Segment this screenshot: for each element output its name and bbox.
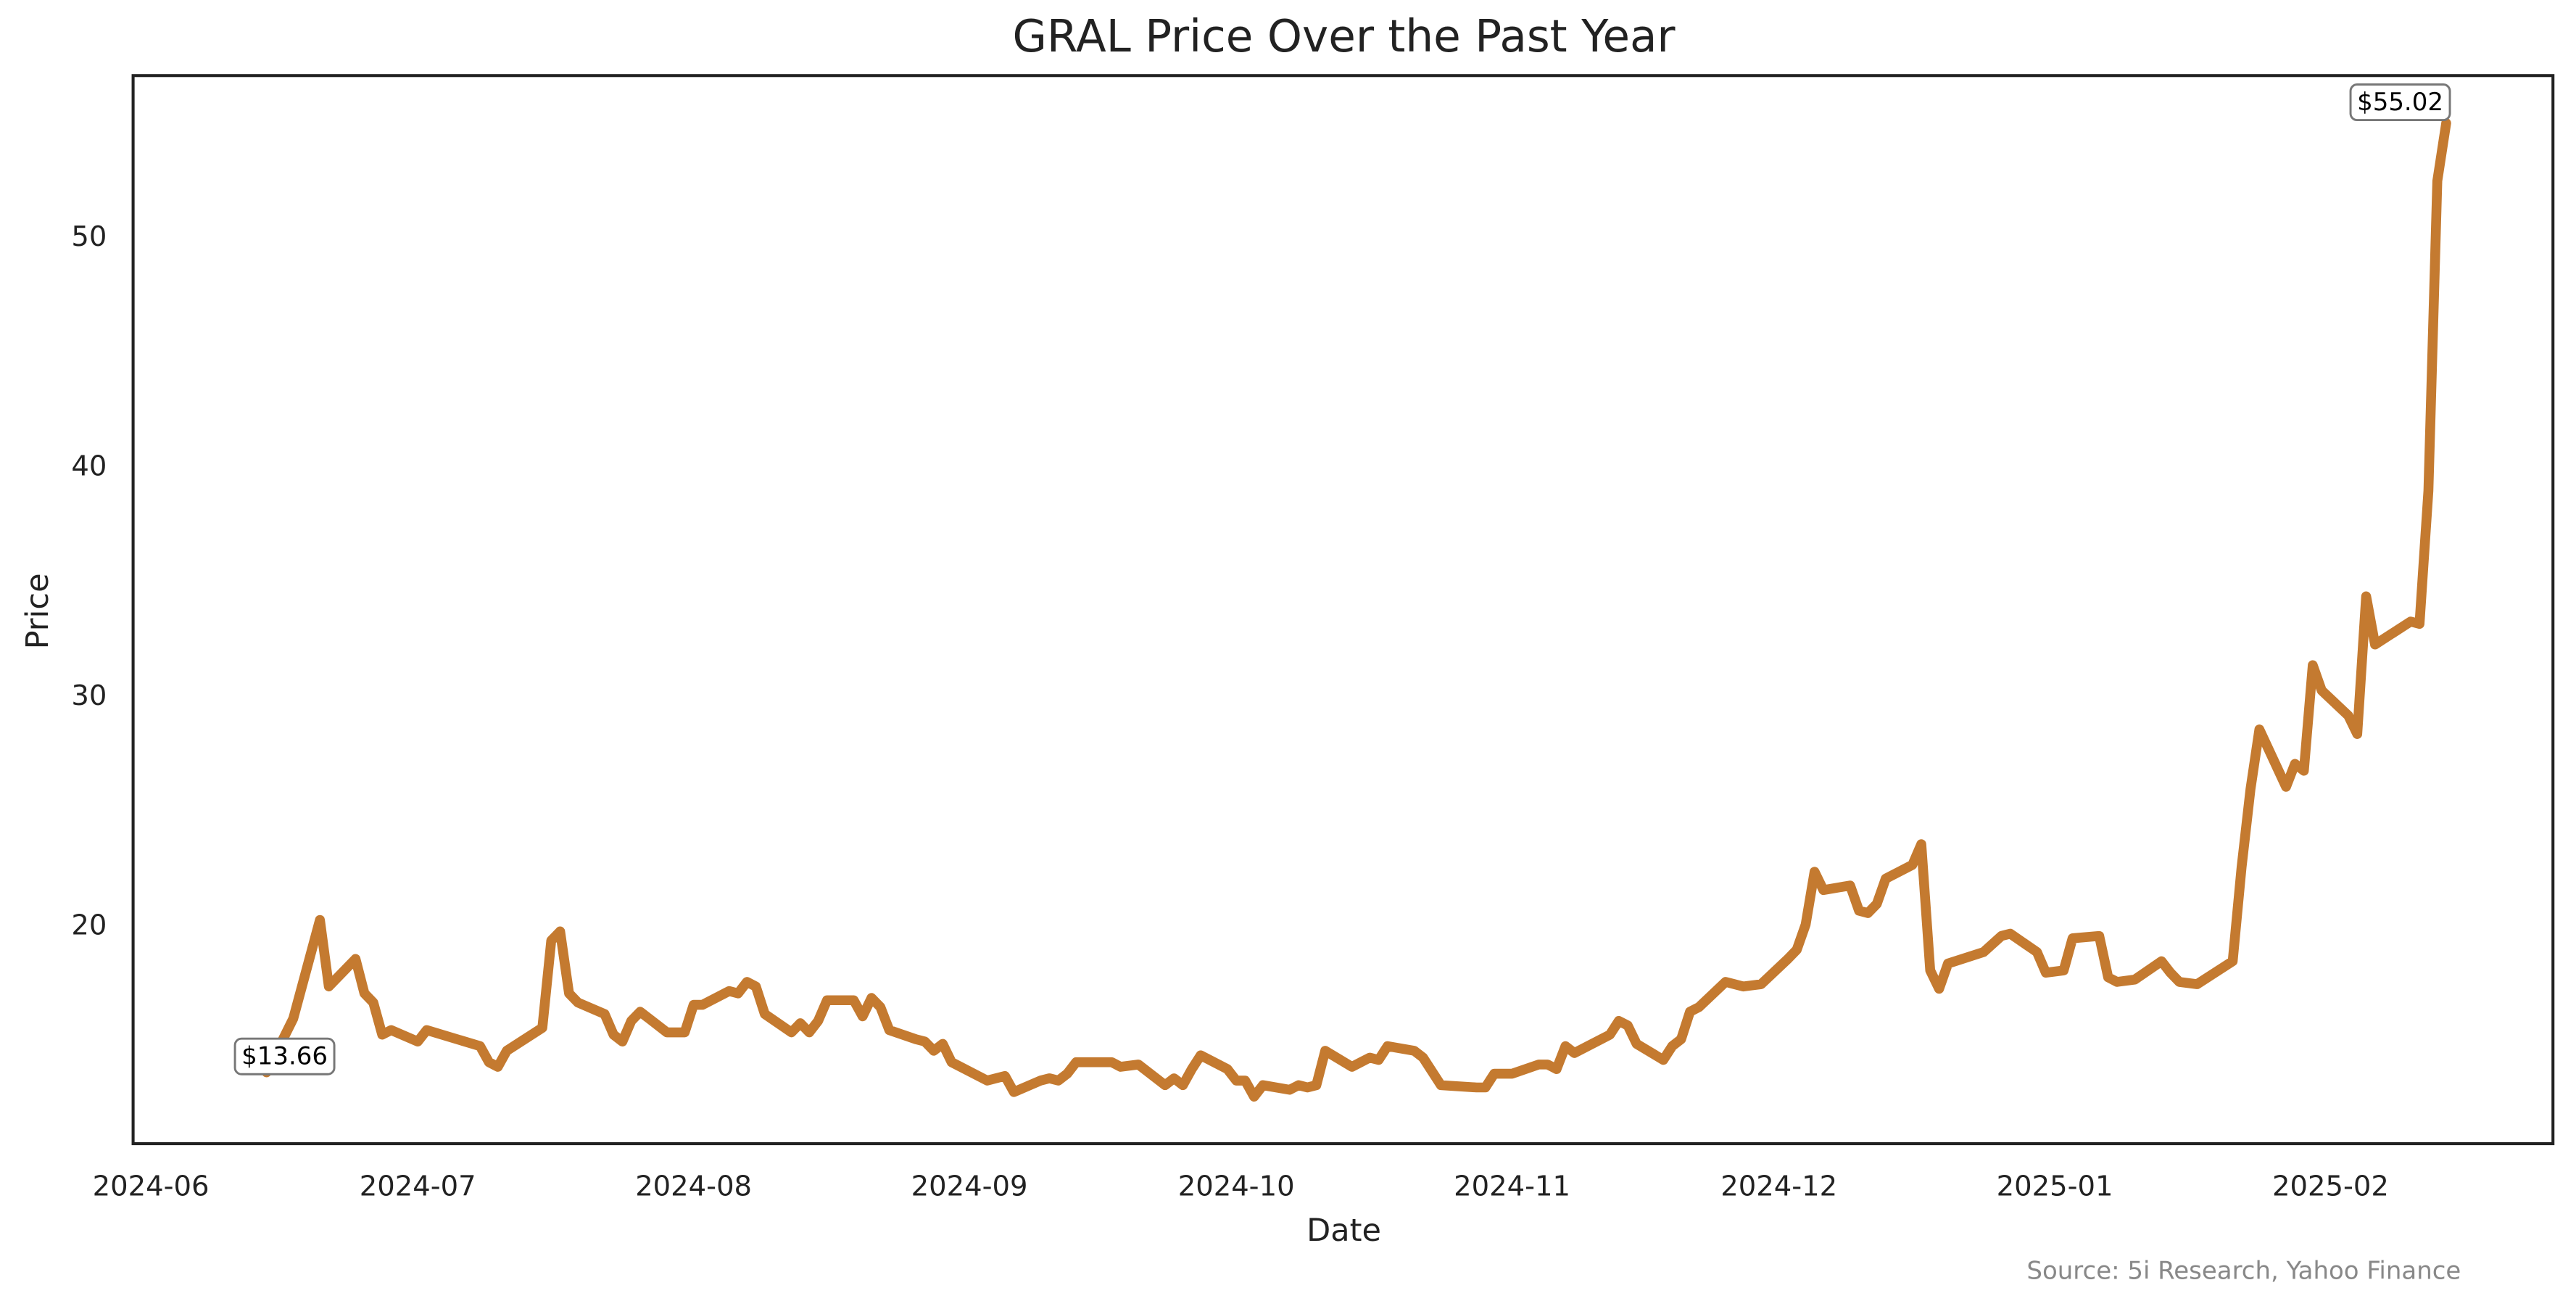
value-label-box: [233, 1037, 336, 1075]
y-tick-label: 40: [71, 450, 107, 483]
x-tick-label: 2025-02: [2272, 1170, 2389, 1203]
x-tick-label: 2024-06: [93, 1170, 210, 1203]
x-tick-label: 2024-09: [911, 1170, 1028, 1203]
x-tick-label: 2025-01: [1997, 1170, 2113, 1203]
y-tick-label: 50: [71, 220, 107, 253]
plot-frame: [131, 74, 2555, 1146]
y-axis-label: Price: [20, 573, 56, 649]
x-tick-label: 2024-08: [635, 1170, 752, 1203]
x-tick-label: 2024-10: [1178, 1170, 1295, 1203]
x-tick-label: 2024-07: [360, 1170, 476, 1203]
value-label: $55.02: [2357, 88, 2443, 117]
value-label: $13.66: [241, 1042, 328, 1071]
value-label-box: [2349, 83, 2451, 122]
x-tick-label: 2024-11: [1454, 1170, 1570, 1203]
y-tick-label: 20: [71, 909, 107, 941]
y-tick-label: 30: [71, 680, 107, 712]
price-line: [261, 117, 2451, 1102]
x-tick-label: 2024-12: [1720, 1170, 1837, 1203]
value-label-group: $13.66: [233, 1037, 336, 1075]
source-note: Source: 5i Research, Yahoo Finance: [2026, 1256, 2461, 1285]
chart-title: GRAL Price Over the Past Year: [1012, 11, 1676, 62]
value-label-group: $55.02: [2349, 83, 2451, 122]
x-axis-label: Date: [1306, 1213, 1381, 1249]
